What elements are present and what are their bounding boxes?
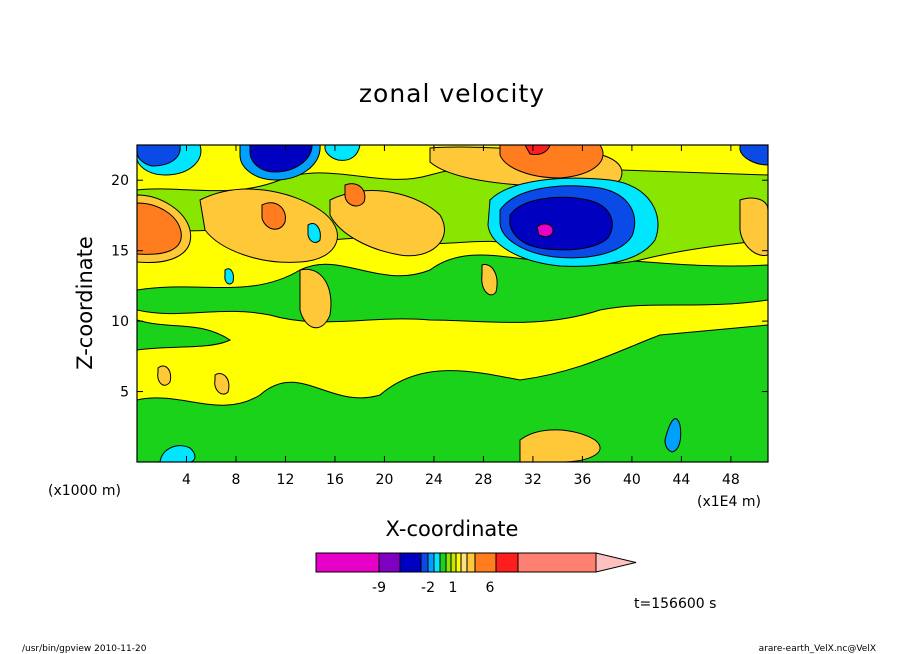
field-green-band-lower	[137, 324, 768, 462]
colorbar-label: 1	[449, 580, 458, 596]
x-scale-label: (x1E4 m)	[697, 494, 761, 510]
x-tick-label: 4	[182, 472, 191, 488]
field-purple-jet-core	[536, 223, 554, 238]
field-gold-small-4	[214, 373, 230, 395]
field-redorange-left	[137, 202, 182, 255]
colorbar-segment	[495, 552, 519, 573]
field-green-band-left	[137, 319, 231, 351]
y-axis-label: Z-coordinate	[73, 236, 97, 370]
colorbar	[315, 552, 637, 573]
x-tick-label: 40	[623, 472, 641, 488]
field-navy-jet	[509, 196, 613, 251]
x-axis: 4 8 12 16 20 24 28 32 36 40 44 48	[182, 145, 740, 488]
colorbar-segment	[399, 552, 422, 573]
field-gold-lower-mid	[299, 268, 332, 328]
field-gold-mid-2	[329, 190, 445, 257]
field-cyan-top-mid-2	[324, 145, 361, 161]
colorbar-label: -2	[421, 580, 435, 596]
x-tick-label: 48	[722, 472, 740, 488]
field-orange-top-right	[499, 145, 604, 179]
field-cyan-small-1	[307, 223, 321, 243]
x-tick-label: 44	[672, 472, 690, 488]
colorbar-segment	[445, 552, 452, 573]
colorbar-segment	[433, 552, 441, 573]
y-tick-label: 20	[111, 173, 129, 189]
colorbar-segment	[460, 552, 468, 573]
x-tick-label: 16	[326, 472, 344, 488]
plot-frame	[136, 144, 769, 463]
x-tick-label: 32	[524, 472, 542, 488]
colorbar-segment	[517, 552, 597, 573]
colorbar-segment	[315, 552, 380, 573]
colorbar-segment	[455, 552, 462, 573]
field-gold-right-edge	[739, 197, 768, 256]
x-tick-label: 24	[425, 472, 443, 488]
y-tick-label: 10	[111, 314, 129, 330]
field-blue-top-left	[137, 145, 181, 167]
colorbar-segment	[466, 552, 476, 573]
field-cyan-small-2	[224, 268, 234, 285]
footer-left: /usr/bin/gpview 2010-11-20	[22, 644, 147, 654]
colorbar-segment	[427, 552, 435, 573]
x-tick-label: 12	[277, 472, 295, 488]
colorbar-labels: -9 -2 1 6	[372, 580, 495, 596]
chart-title: zonal velocity	[359, 79, 545, 108]
colorbar-label: 6	[486, 580, 495, 596]
field-gold-small-3	[157, 365, 172, 386]
x-axis-label: X-coordinate	[386, 517, 519, 541]
x-tick-label: 20	[376, 472, 394, 488]
field-cyan-bottom-right	[664, 418, 682, 453]
colorbar-arrow	[595, 552, 637, 573]
field-gold-small-5	[481, 264, 498, 296]
footer-right: arare-earth_VelX.nc@VelX	[759, 644, 876, 654]
field-blue-top-mid	[249, 145, 313, 173]
field-green-band-upper	[137, 254, 768, 323]
colorbar-segment	[450, 552, 457, 573]
colorbar-segment	[439, 552, 447, 573]
x-unit-label: (x1000 m)	[48, 483, 121, 499]
colorbar-label: -9	[372, 580, 386, 596]
y-tick-label: 5	[120, 385, 129, 401]
field-orange-small-1	[261, 202, 286, 230]
colorbar-segment	[420, 552, 429, 573]
x-tick-label: 28	[475, 472, 493, 488]
field-orange-small-2	[344, 183, 366, 207]
time-label: t=156600 s	[634, 596, 716, 612]
y-axis: 5 10 15 20	[111, 173, 768, 401]
y-tick-label: 15	[111, 244, 129, 260]
x-tick-label: 8	[232, 472, 241, 488]
x-tick-label: 36	[573, 472, 591, 488]
colorbar-segment	[378, 552, 401, 573]
colorbar-segment	[474, 552, 497, 573]
